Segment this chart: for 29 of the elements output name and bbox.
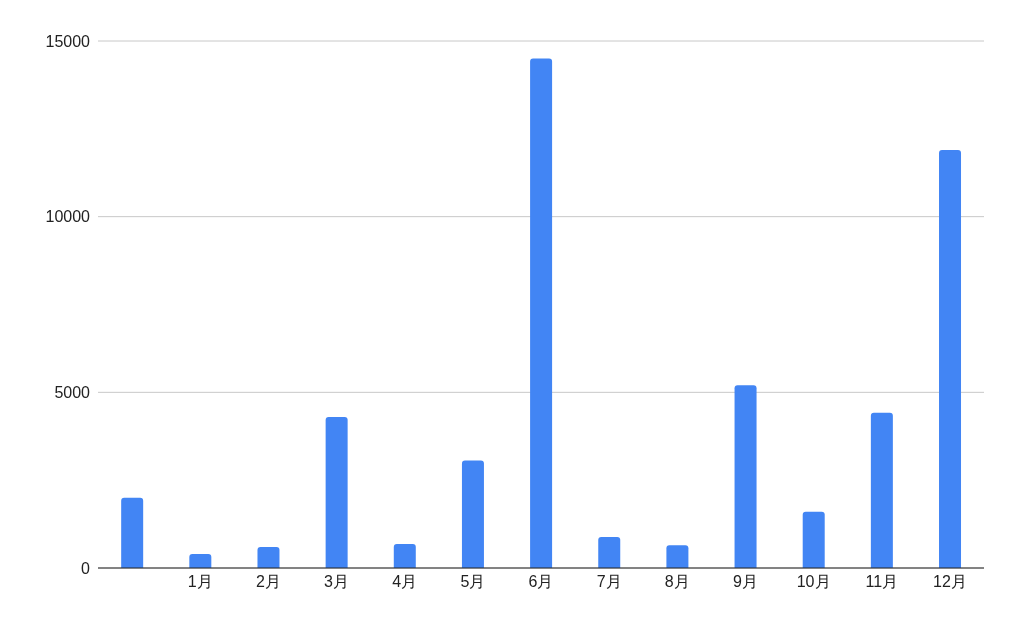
x-tick-label: 6月 (528, 573, 554, 591)
y-tick-label: 0 (81, 559, 91, 577)
x-tick-label: 10月 (796, 573, 831, 591)
bar (734, 385, 757, 568)
bar (393, 544, 416, 568)
x-tick-label: 1月 (187, 573, 213, 591)
y-tick-label: 15000 (45, 32, 91, 50)
x-tick-label: 7月 (596, 573, 622, 591)
bar (802, 511, 825, 568)
bar (666, 545, 689, 568)
bar (121, 497, 144, 568)
bar (189, 553, 212, 568)
bar (939, 149, 962, 568)
x-tick-label: 9月 (733, 573, 758, 591)
bar (461, 460, 484, 568)
x-tick-label: 2月 (255, 573, 281, 591)
bar (530, 58, 553, 568)
bar (870, 412, 893, 568)
bar (325, 416, 348, 568)
bar (257, 546, 280, 568)
x-tick-label: 3月 (324, 573, 349, 591)
x-tick-label: 11月 (865, 573, 899, 591)
y-tick-label: 10000 (45, 208, 91, 226)
x-tick-label: 4月 (392, 573, 418, 591)
x-tick-label: 12月 (933, 573, 967, 591)
bar (598, 537, 621, 568)
x-tick-label: 8月 (664, 573, 690, 591)
y-tick-label: 5000 (54, 384, 91, 402)
x-tick-label: 5月 (460, 573, 486, 591)
